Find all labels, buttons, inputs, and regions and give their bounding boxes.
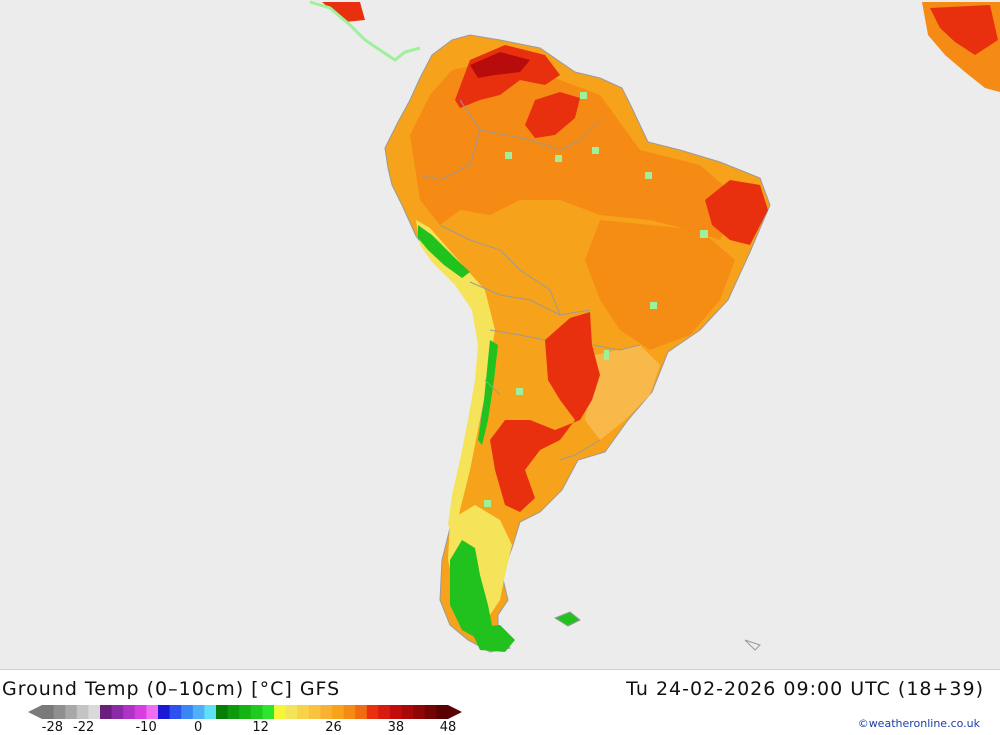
legend-swatch	[297, 705, 310, 719]
legend-swatch	[239, 705, 252, 719]
orange-north-region	[410, 60, 740, 240]
legend-swatch	[134, 705, 147, 719]
legend-swatch	[250, 705, 263, 719]
legend-bar	[28, 705, 462, 719]
legend-swatch	[53, 705, 66, 719]
south-georgia	[744, 639, 761, 651]
light-green-spots	[484, 92, 708, 507]
andes-green-chile	[478, 340, 498, 445]
legend-swatch	[146, 705, 159, 719]
legend-swatch	[111, 705, 124, 719]
legend-tick-label: 0	[194, 720, 203, 735]
legend-tick-label: -10	[135, 720, 157, 735]
red-paraguay	[490, 312, 600, 512]
legend-swatch	[424, 705, 437, 719]
temperature-map	[0, 0, 1000, 670]
country-borders	[419, 99, 641, 461]
red-northeast-brazil	[705, 180, 768, 245]
legend-tick-label: 26	[325, 720, 342, 735]
andes-green-peru	[418, 225, 470, 278]
central-america-coast	[309, 0, 421, 62]
legend-swatch	[274, 705, 287, 719]
legend-swatch	[332, 705, 345, 719]
legend-swatch	[355, 705, 368, 719]
legend-swatch	[192, 705, 205, 719]
legend-swatch	[413, 705, 426, 719]
legend-swatch	[181, 705, 194, 719]
legend-swatch	[378, 705, 391, 719]
orange-east-region	[585, 220, 735, 350]
legend-swatch	[88, 705, 101, 719]
red-caribbean-top	[322, 2, 365, 22]
legend-tick-label: 48	[439, 720, 457, 735]
legend-swatch	[401, 705, 414, 719]
dark-red-venezuela	[470, 52, 530, 78]
legend-swatch	[65, 705, 78, 719]
tierra-del-fuego	[470, 625, 515, 652]
legend-tick-label: -22	[73, 720, 95, 735]
legend-swatch	[123, 705, 136, 719]
legend-swatch	[436, 705, 449, 719]
patagonia-green	[450, 540, 492, 640]
legend-swatch	[227, 705, 240, 719]
legend-swatch	[308, 705, 321, 719]
legend-arrow-low	[28, 705, 42, 719]
falkland-islands	[553, 611, 581, 627]
light-orange-southeast	[585, 345, 660, 440]
legend-swatch	[285, 705, 298, 719]
legend-swatch	[76, 705, 89, 719]
legend-swatch	[262, 705, 275, 719]
legend-swatch	[100, 705, 113, 719]
legend-tick-label: 38	[387, 720, 405, 735]
map-title: Ground Temp (0–10cm) [°C] GFS	[2, 678, 341, 700]
legend-swatch	[366, 705, 379, 719]
legend-tick-label: -28	[41, 720, 64, 735]
red-guiana	[525, 92, 580, 138]
legend-arrow-high	[448, 705, 462, 719]
andes-yellow-strip	[416, 220, 495, 535]
red-africa-hot	[930, 5, 998, 55]
legend-swatch	[216, 705, 229, 719]
legend-swatch	[169, 705, 182, 719]
legend-swatch	[343, 705, 356, 719]
legend-swatch	[158, 705, 171, 719]
legend-swatch	[204, 705, 217, 719]
legend-swatch	[390, 705, 403, 719]
valid-time: Tu 24-02-2026 09:00 UTC (18+39)	[626, 678, 984, 700]
credit-link[interactable]: ©weatheronline.co.uk	[857, 717, 980, 730]
legend-swatch	[320, 705, 333, 719]
legend-swatch	[42, 705, 55, 719]
legend-tick-label: 12	[252, 720, 269, 735]
map-canvas	[309, 0, 1000, 653]
color-legend: -28 -22 -10 0 12 26 38 48	[28, 705, 464, 735]
